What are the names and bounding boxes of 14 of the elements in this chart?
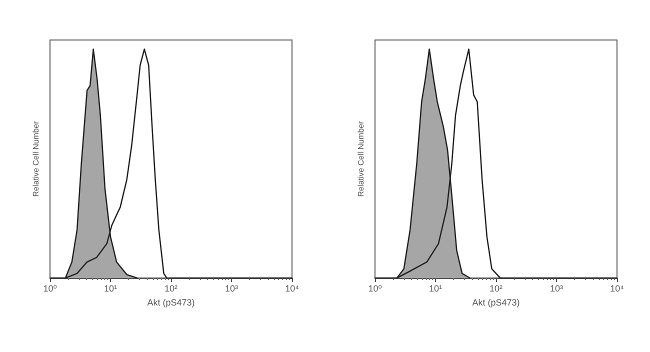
x-tick-label: 10³ — [550, 284, 564, 294]
x-tick-label: 10⁰ — [368, 284, 382, 294]
x-tick-label: 10² — [489, 284, 503, 294]
x-tick-label: 10³ — [224, 284, 238, 294]
x-tick-label: 10⁴ — [285, 284, 300, 294]
y-axis-title: Relative Cell Number — [32, 120, 40, 197]
x-axis-title: Akt (pS473) — [147, 298, 195, 308]
x-tick-label: 10⁴ — [610, 284, 624, 294]
x-tick-label: 10¹ — [104, 284, 118, 294]
x-axis-title: Akt (pS473) — [472, 298, 520, 308]
x-tick-label: 10¹ — [428, 284, 442, 294]
x-tick-label: 10⁰ — [43, 284, 58, 294]
x-tick-label: 10² — [164, 284, 178, 294]
y-axis-title: Relative Cell Number — [356, 120, 366, 197]
